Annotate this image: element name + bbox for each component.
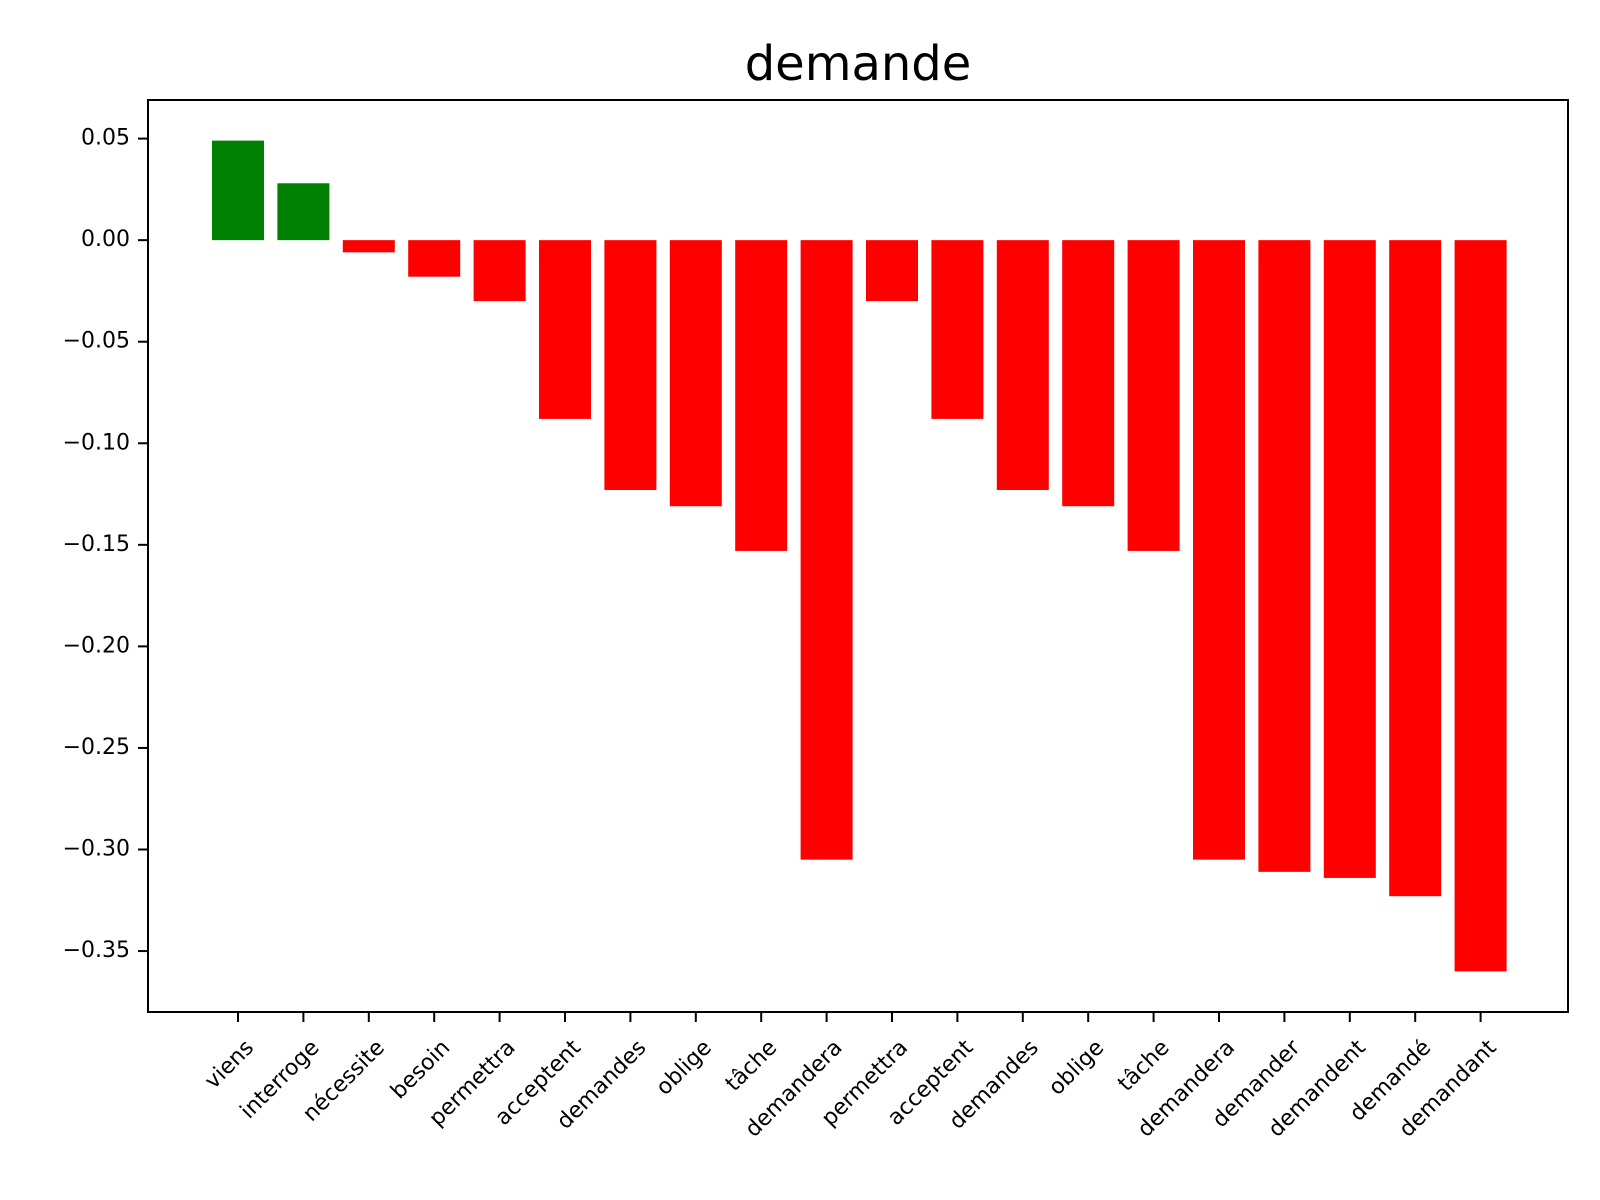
y-tick-label: −0.35 — [63, 938, 130, 963]
bar-12 — [996, 240, 1049, 490]
bar-4 — [473, 240, 526, 302]
chart-title: demande — [745, 36, 972, 92]
bar-0 — [212, 140, 264, 241]
bar-19 — [1454, 240, 1507, 972]
bar-11 — [931, 240, 984, 419]
bar-13 — [1062, 240, 1115, 507]
x-tick-label: tâche — [1113, 1035, 1174, 1096]
y-tick-label: −0.25 — [63, 735, 130, 760]
y-axis: 0.05 0.00 −0.05 −0.10 −0.15 −0.20 −0.25 −0.30 −0… — [63, 126, 148, 963]
bar-1 — [277, 183, 330, 241]
bar-5 — [539, 240, 591, 419]
y-tick-label: 0.05 — [81, 126, 130, 151]
bar-7 — [669, 240, 722, 507]
x-tick-label: oblige — [1044, 1035, 1109, 1100]
plot-frame — [147, 99, 1569, 1013]
bar-9 — [800, 240, 853, 860]
bar-17 — [1323, 240, 1376, 878]
y-tick-label: −0.15 — [63, 532, 130, 557]
bar-16 — [1258, 240, 1311, 872]
bar-15 — [1193, 240, 1245, 860]
y-tick-label: −0.20 — [63, 633, 130, 658]
x-axis: viensinterrogenécessitebesoinpermettraac… — [200, 1012, 1502, 1142]
bar-10 — [866, 240, 918, 302]
bar-14 — [1127, 240, 1180, 551]
y-tick-label: −0.10 — [63, 430, 130, 455]
bars-group — [212, 140, 1507, 972]
y-tick-label: 0.00 — [81, 227, 130, 252]
bar-8 — [735, 240, 788, 551]
x-tick-label: viens — [200, 1035, 259, 1094]
y-tick-label: −0.30 — [63, 837, 130, 862]
bar-3 — [408, 240, 461, 277]
bar-2 — [342, 240, 395, 253]
x-tick-label: oblige — [652, 1035, 717, 1100]
bar-6 — [604, 240, 657, 490]
y-tick-label: −0.05 — [63, 329, 130, 354]
x-tick-label: tâche — [721, 1035, 782, 1096]
bar-18 — [1389, 240, 1442, 897]
